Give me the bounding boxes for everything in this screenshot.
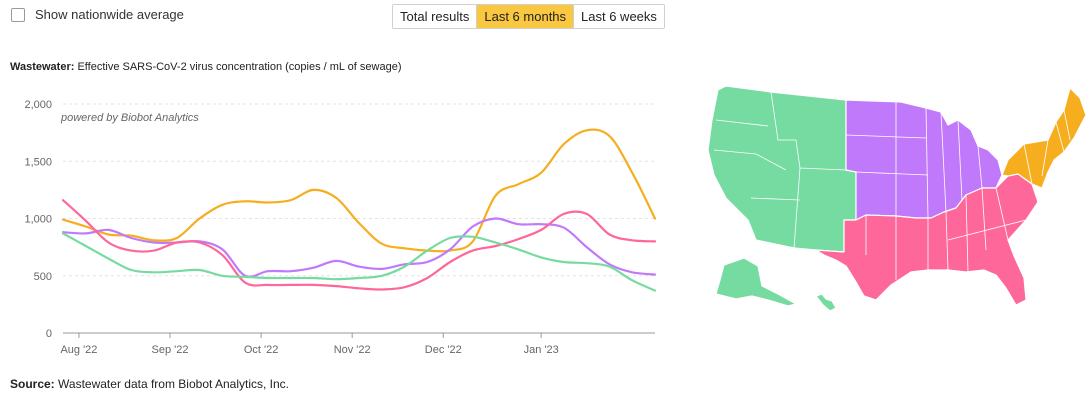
state-borders	[713, 91, 1071, 280]
x-tick-label: Jan '23	[524, 344, 559, 356]
total-results-button[interactable]: Total results	[393, 5, 478, 28]
source-prefix: Source:	[10, 377, 55, 391]
map-region-alaska[interactable]	[715, 257, 797, 307]
x-tick-label: Dec '22	[425, 344, 462, 356]
nationwide-average-toggle[interactable]: Show nationwide average	[11, 7, 184, 22]
last-6-weeks-button[interactable]: Last 6 weeks	[574, 5, 664, 28]
series-line-midwest[interactable]	[61, 217, 657, 278]
us-regions-map	[707, 85, 1087, 312]
y-tick-label: 0	[46, 328, 52, 340]
x-tick-label: Sep '22	[152, 344, 189, 356]
y-tick-label: 500	[34, 271, 52, 283]
map-region-northeast[interactable]	[1001, 87, 1087, 189]
series-line-south[interactable]	[61, 199, 657, 291]
source-text: Wastewater data from Biobot Analytics, I…	[58, 377, 290, 391]
last-6-months-button[interactable]: Last 6 months	[477, 5, 575, 28]
time-range-selector: Total results Last 6 months Last 6 weeks	[392, 4, 665, 29]
y-tick-label: 1,500	[24, 156, 52, 168]
nationwide-average-label[interactable]: Show nationwide average	[35, 7, 184, 22]
chart-title: Wastewater: Effective SARS-CoV-2 virus c…	[10, 61, 402, 73]
map-region-hawaii[interactable]	[815, 293, 837, 312]
series-line-northeast[interactable]	[61, 128, 657, 253]
y-tick-label: 1,000	[24, 214, 52, 226]
chart-title-prefix: Wastewater:	[10, 61, 75, 73]
x-tick-label: Aug '22	[60, 344, 97, 356]
chart-title-text: Effective SARS-CoV-2 virus concentration…	[77, 61, 402, 73]
nationwide-average-checkbox[interactable]	[11, 7, 25, 22]
series-line-west[interactable]	[61, 232, 657, 292]
x-tick-label: Nov '22	[334, 344, 371, 356]
y-tick-label: 2,000	[24, 99, 52, 111]
x-tick-label: Oct '22	[244, 344, 279, 356]
wastewater-line-chart: powered by Biobot Analytics 0 500 1,000 1,5…	[24, 99, 657, 356]
map-region-west[interactable]	[707, 85, 857, 253]
controls-bar: Show nationwide average Total results La…	[0, 0, 1091, 34]
source-note: Source: Wastewater data from Biobot Anal…	[10, 377, 289, 391]
chart-watermark: powered by Biobot Analytics	[60, 112, 199, 124]
